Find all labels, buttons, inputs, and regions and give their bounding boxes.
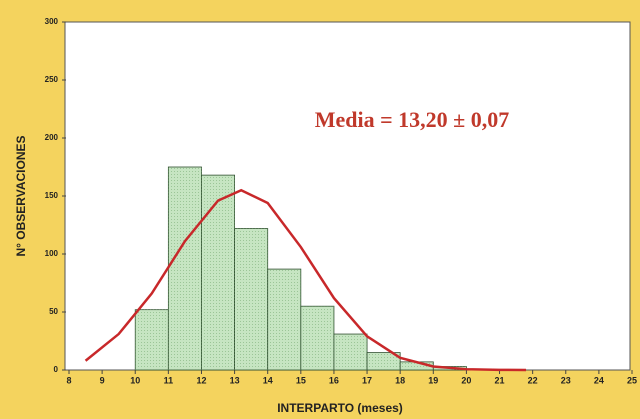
y-tick-label: 50	[49, 307, 58, 316]
bar-texture	[168, 167, 202, 370]
y-tick-label: 150	[45, 191, 59, 200]
bar-texture	[234, 228, 268, 370]
x-axis-label: INTERPARTO (meses)	[277, 401, 403, 415]
annotation: Media = 13,20 ± 0,07	[315, 107, 510, 132]
x-tick-label: 18	[395, 375, 405, 385]
x-tick-label: 19	[428, 375, 438, 385]
bar-texture	[400, 361, 434, 370]
bar-texture	[333, 334, 368, 370]
x-tick-label: 15	[296, 375, 306, 385]
bar-texture	[267, 269, 301, 370]
x-tick-label: 24	[594, 375, 604, 385]
y-tick-label: 200	[45, 133, 59, 142]
x-tick-label: 13	[230, 375, 240, 385]
normal-curve	[84, 188, 527, 372]
x-tick-label: 8	[66, 375, 71, 385]
x-tick-label: 14	[263, 375, 273, 385]
x-tick-label: 25	[627, 375, 637, 385]
bar-texture	[300, 306, 334, 370]
y-tick-label: 300	[45, 17, 59, 26]
x-tick-label: 21	[495, 375, 505, 385]
bar-texture	[135, 309, 169, 370]
x-tick-label: 9	[100, 375, 105, 385]
y-axis-label: N° OBSERVACIONES	[14, 135, 28, 256]
bar-texture	[201, 175, 235, 370]
y-tick-label: 100	[45, 249, 59, 258]
x-tick-label: 22	[528, 375, 538, 385]
x-tick-label: 10	[130, 375, 140, 385]
x-tick-label: 17	[362, 375, 372, 385]
y-tick-label: 0	[54, 365, 59, 374]
bar-texture	[367, 352, 401, 370]
x-tick-label: 16	[329, 375, 339, 385]
x-tick-label: 23	[561, 375, 571, 385]
x-tick-label: 11	[164, 375, 174, 385]
x-tick-label: 20	[461, 375, 471, 385]
x-tick-label: 12	[196, 375, 206, 385]
y-tick-label: 250	[45, 75, 59, 84]
